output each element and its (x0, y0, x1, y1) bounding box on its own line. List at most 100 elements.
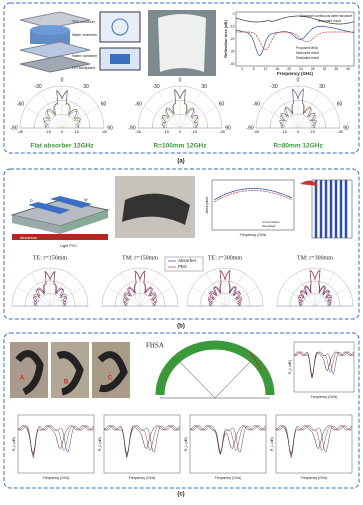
fhsa-diagram (155, 340, 275, 399)
polar-spoke (297, 106, 335, 129)
y-axis-label: R_L (dB) (288, 360, 292, 374)
polar-spoke (49, 273, 70, 307)
flexible-sample-photo (115, 176, 195, 238)
curve (236, 31, 354, 51)
curve (235, 15, 355, 25)
photo-label: C (108, 376, 113, 382)
polar-spoke (158, 91, 181, 129)
angle-label: -60 (17, 101, 24, 107)
x-tick-label: 8 (253, 67, 255, 71)
polar-spoke (120, 273, 141, 307)
absorber-photo (148, 10, 216, 76)
device-label: Water channels (72, 33, 97, 37)
polar-spoke (314, 273, 335, 307)
caption: (b) (177, 324, 185, 330)
caption: (c) (177, 492, 184, 498)
x-tick-label: 28 (311, 67, 315, 71)
x-axis-label: Frequency (GHz) (240, 233, 267, 237)
structure-label: D (30, 199, 33, 203)
x-axis-label: Frequency (GHz) (129, 476, 156, 480)
polar-spoke (179, 106, 217, 129)
chart-frame (275, 414, 353, 474)
angle-label: 60 (219, 101, 225, 107)
y-tick-label: -40 (230, 62, 235, 66)
pattern-curve (123, 270, 157, 307)
radius-label: 0 (179, 129, 182, 134)
panel-a-frame (3, 2, 360, 154)
pattern-curve (33, 270, 67, 307)
polar-spoke (143, 106, 181, 129)
polar-spoke (276, 91, 299, 129)
curve (103, 425, 181, 457)
polar-spoke (61, 91, 84, 129)
polar-spoke (224, 273, 245, 307)
angle-label: -30 (34, 84, 41, 90)
polar-spoke (139, 273, 160, 307)
y-axis-label: Reflection loss (dB) (223, 20, 228, 58)
radius-label: -45 (337, 129, 344, 134)
y-axis-label: R_L (dB) (98, 437, 102, 451)
radius-label: -45 (101, 129, 108, 134)
structure-label: W (84, 198, 88, 202)
polar-title: TE: r=150mm (33, 255, 68, 261)
angle-label: -90 (246, 125, 253, 131)
polar-spoke (205, 273, 226, 307)
y-axis-label: R_L (dB) (270, 437, 274, 451)
x-tick-label: 36 (334, 67, 338, 71)
curve (275, 425, 353, 456)
polar-spoke (107, 286, 141, 307)
pattern-curve (298, 269, 332, 307)
chart-frame (189, 414, 267, 474)
polar-spoke (282, 286, 316, 307)
radius-label: -45 (253, 129, 260, 134)
panel-c-frame (3, 332, 360, 489)
radius-label: -45 (17, 129, 24, 134)
angle-label: 30 (201, 84, 207, 90)
absorption-chart (211, 179, 295, 231)
polar-title: TM: r=150mm (122, 255, 158, 261)
chart-frame (293, 341, 355, 393)
radius-label: -15 (191, 129, 198, 134)
polar-spoke (295, 273, 316, 307)
x-axis-label: Frequency (GHz) (277, 71, 314, 76)
device-label: Water container (72, 54, 98, 58)
polar-spoke (61, 106, 99, 129)
legend-label: Measured result (296, 51, 319, 55)
angle-label: 90 (225, 125, 231, 131)
x-tick-label: 40 (346, 67, 350, 71)
diagram-label: FHSA (146, 342, 164, 350)
y-axis-label: R_L (dB) (184, 437, 188, 451)
radius-label: -45 (219, 129, 226, 134)
x-axis-label: Frequency (GHz) (301, 476, 328, 480)
y-tick-label: -10 (230, 24, 235, 28)
legend-label: PEC (178, 264, 188, 269)
curve (293, 351, 355, 379)
legend-label: Circuit Model (262, 220, 280, 224)
angle-label: 0 (61, 77, 64, 83)
structure-label: Aluminum (20, 236, 37, 240)
x-tick-label: 4 (241, 67, 243, 71)
polar-spoke (179, 91, 202, 129)
pattern-curve (279, 88, 317, 129)
angle-label: -30 (270, 84, 277, 90)
polar-spoke (30, 273, 51, 307)
x-tick-label: 16 (275, 67, 279, 71)
angle-label: 0 (179, 77, 182, 83)
curve (293, 351, 355, 378)
photo-label: B (64, 380, 69, 386)
polar-title: Flat absorber 12GHz (30, 143, 94, 150)
legend-label: Simulated result (296, 56, 319, 60)
angle-label: -30 (152, 84, 159, 90)
legend-label: Sandwich continuous water structure (300, 14, 352, 18)
y-axis-label: R_L (dB) (12, 437, 16, 451)
legend-box (164, 256, 204, 272)
y-tick-label: -20 (230, 37, 235, 41)
polar-spoke (224, 286, 258, 307)
x-axis-label: Frequency (GHz) (43, 476, 70, 480)
radius-label: 0 (61, 129, 64, 134)
polar-spoke (139, 286, 173, 307)
legend-label: Simulated (262, 224, 276, 228)
photo-label: A (20, 376, 25, 382)
polar-title: TE: r=300mm (208, 255, 243, 261)
